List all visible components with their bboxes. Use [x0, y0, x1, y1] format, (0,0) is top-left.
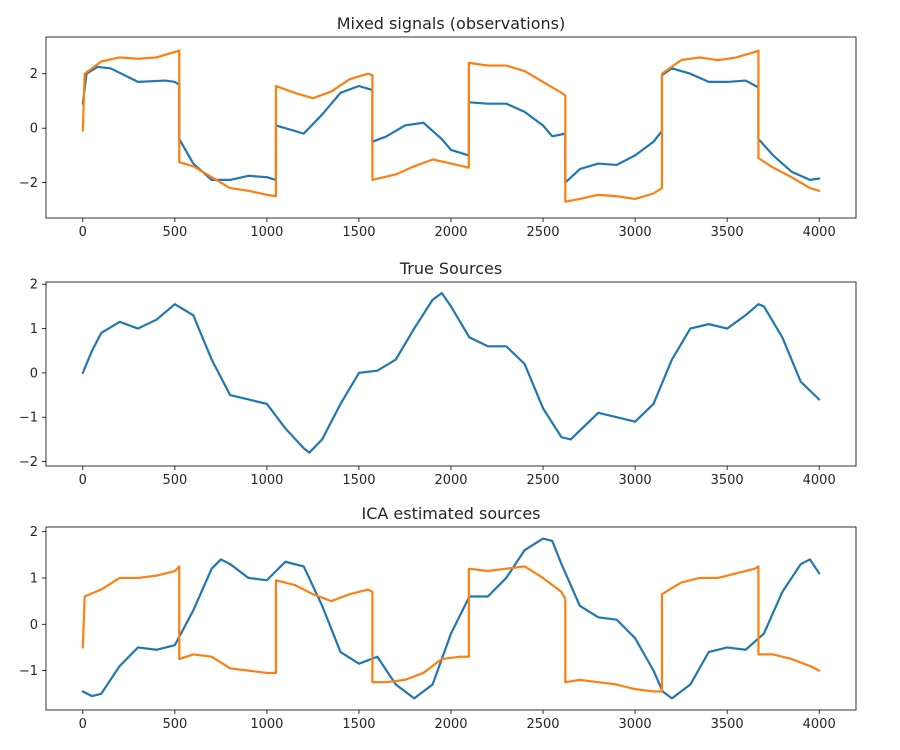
x-tick-label: 3500 — [711, 225, 744, 240]
y-tick-label: −2 — [19, 176, 38, 191]
chart-title: ICA estimated sources — [361, 504, 540, 523]
x-tick-label: 0 — [79, 717, 87, 732]
x-tick-label: 4000 — [803, 473, 836, 488]
chart-panel-3: ICA estimated sources 0 500 1000 1500 2000 250… — [19, 504, 857, 732]
x-tick-label: 2500 — [526, 473, 559, 488]
chart-panel-2: True Sources 0 500 1000 1500 2000 2500 3000 3500… — [19, 259, 857, 488]
y-tick-label: −1 — [19, 411, 38, 426]
x-tick-label: 3000 — [619, 473, 652, 488]
y-tick-label: 2 — [30, 278, 38, 293]
x-tick-label: 1500 — [342, 717, 375, 732]
series-line-1 — [81, 65, 821, 184]
y-tick-label: −2 — [19, 455, 38, 470]
x-tick-label: 1000 — [250, 225, 283, 240]
series-line-2 — [81, 565, 821, 693]
x-tick-label: 4000 — [803, 225, 836, 240]
y-tick-label: 0 — [30, 366, 38, 381]
x-tick-label: 1500 — [342, 473, 375, 488]
y-tick-label: 0 — [30, 618, 38, 633]
x-tick-label: 500 — [162, 717, 187, 732]
x-tick-label: 500 — [162, 225, 187, 240]
x-tick-label: 2500 — [526, 717, 559, 732]
x-tick-label: 0 — [79, 225, 87, 240]
x-tick-label: 3500 — [711, 717, 744, 732]
plot-frame — [45, 526, 857, 711]
x-tick-label: 4000 — [803, 717, 836, 732]
x-tick-label: 2000 — [434, 225, 467, 240]
y-tick-label: 1 — [30, 322, 38, 337]
x-tick-label: 1000 — [250, 717, 283, 732]
y-tick-label: 2 — [30, 525, 38, 540]
y-tick-label: −1 — [19, 664, 38, 679]
y-tick-label: 2 — [30, 67, 38, 82]
x-tick-label: 2000 — [434, 473, 467, 488]
x-tick-label: 2500 — [526, 225, 559, 240]
y-tick-label: 0 — [30, 122, 38, 137]
x-tick-label: 3000 — [619, 225, 652, 240]
x-tick-label: 3500 — [711, 473, 744, 488]
series-line-1 — [81, 537, 821, 700]
chart-title: Mixed signals (observations) — [337, 14, 566, 33]
x-tick-label: 500 — [162, 473, 187, 488]
x-tick-label: 2000 — [434, 717, 467, 732]
x-tick-label: 3000 — [619, 717, 652, 732]
x-tick-label: 0 — [79, 473, 87, 488]
x-tick-label: 1000 — [250, 473, 283, 488]
x-tick-label: 1500 — [342, 225, 375, 240]
plot-frame — [45, 36, 857, 219]
chart-panel-1: Mixed signals (observations) 0 500 1000 1500… — [19, 14, 857, 240]
y-tick-label: 1 — [30, 571, 38, 586]
series-line-1 — [81, 291, 821, 454]
chart-title: True Sources — [399, 259, 502, 278]
series-line-2 — [81, 49, 821, 203]
